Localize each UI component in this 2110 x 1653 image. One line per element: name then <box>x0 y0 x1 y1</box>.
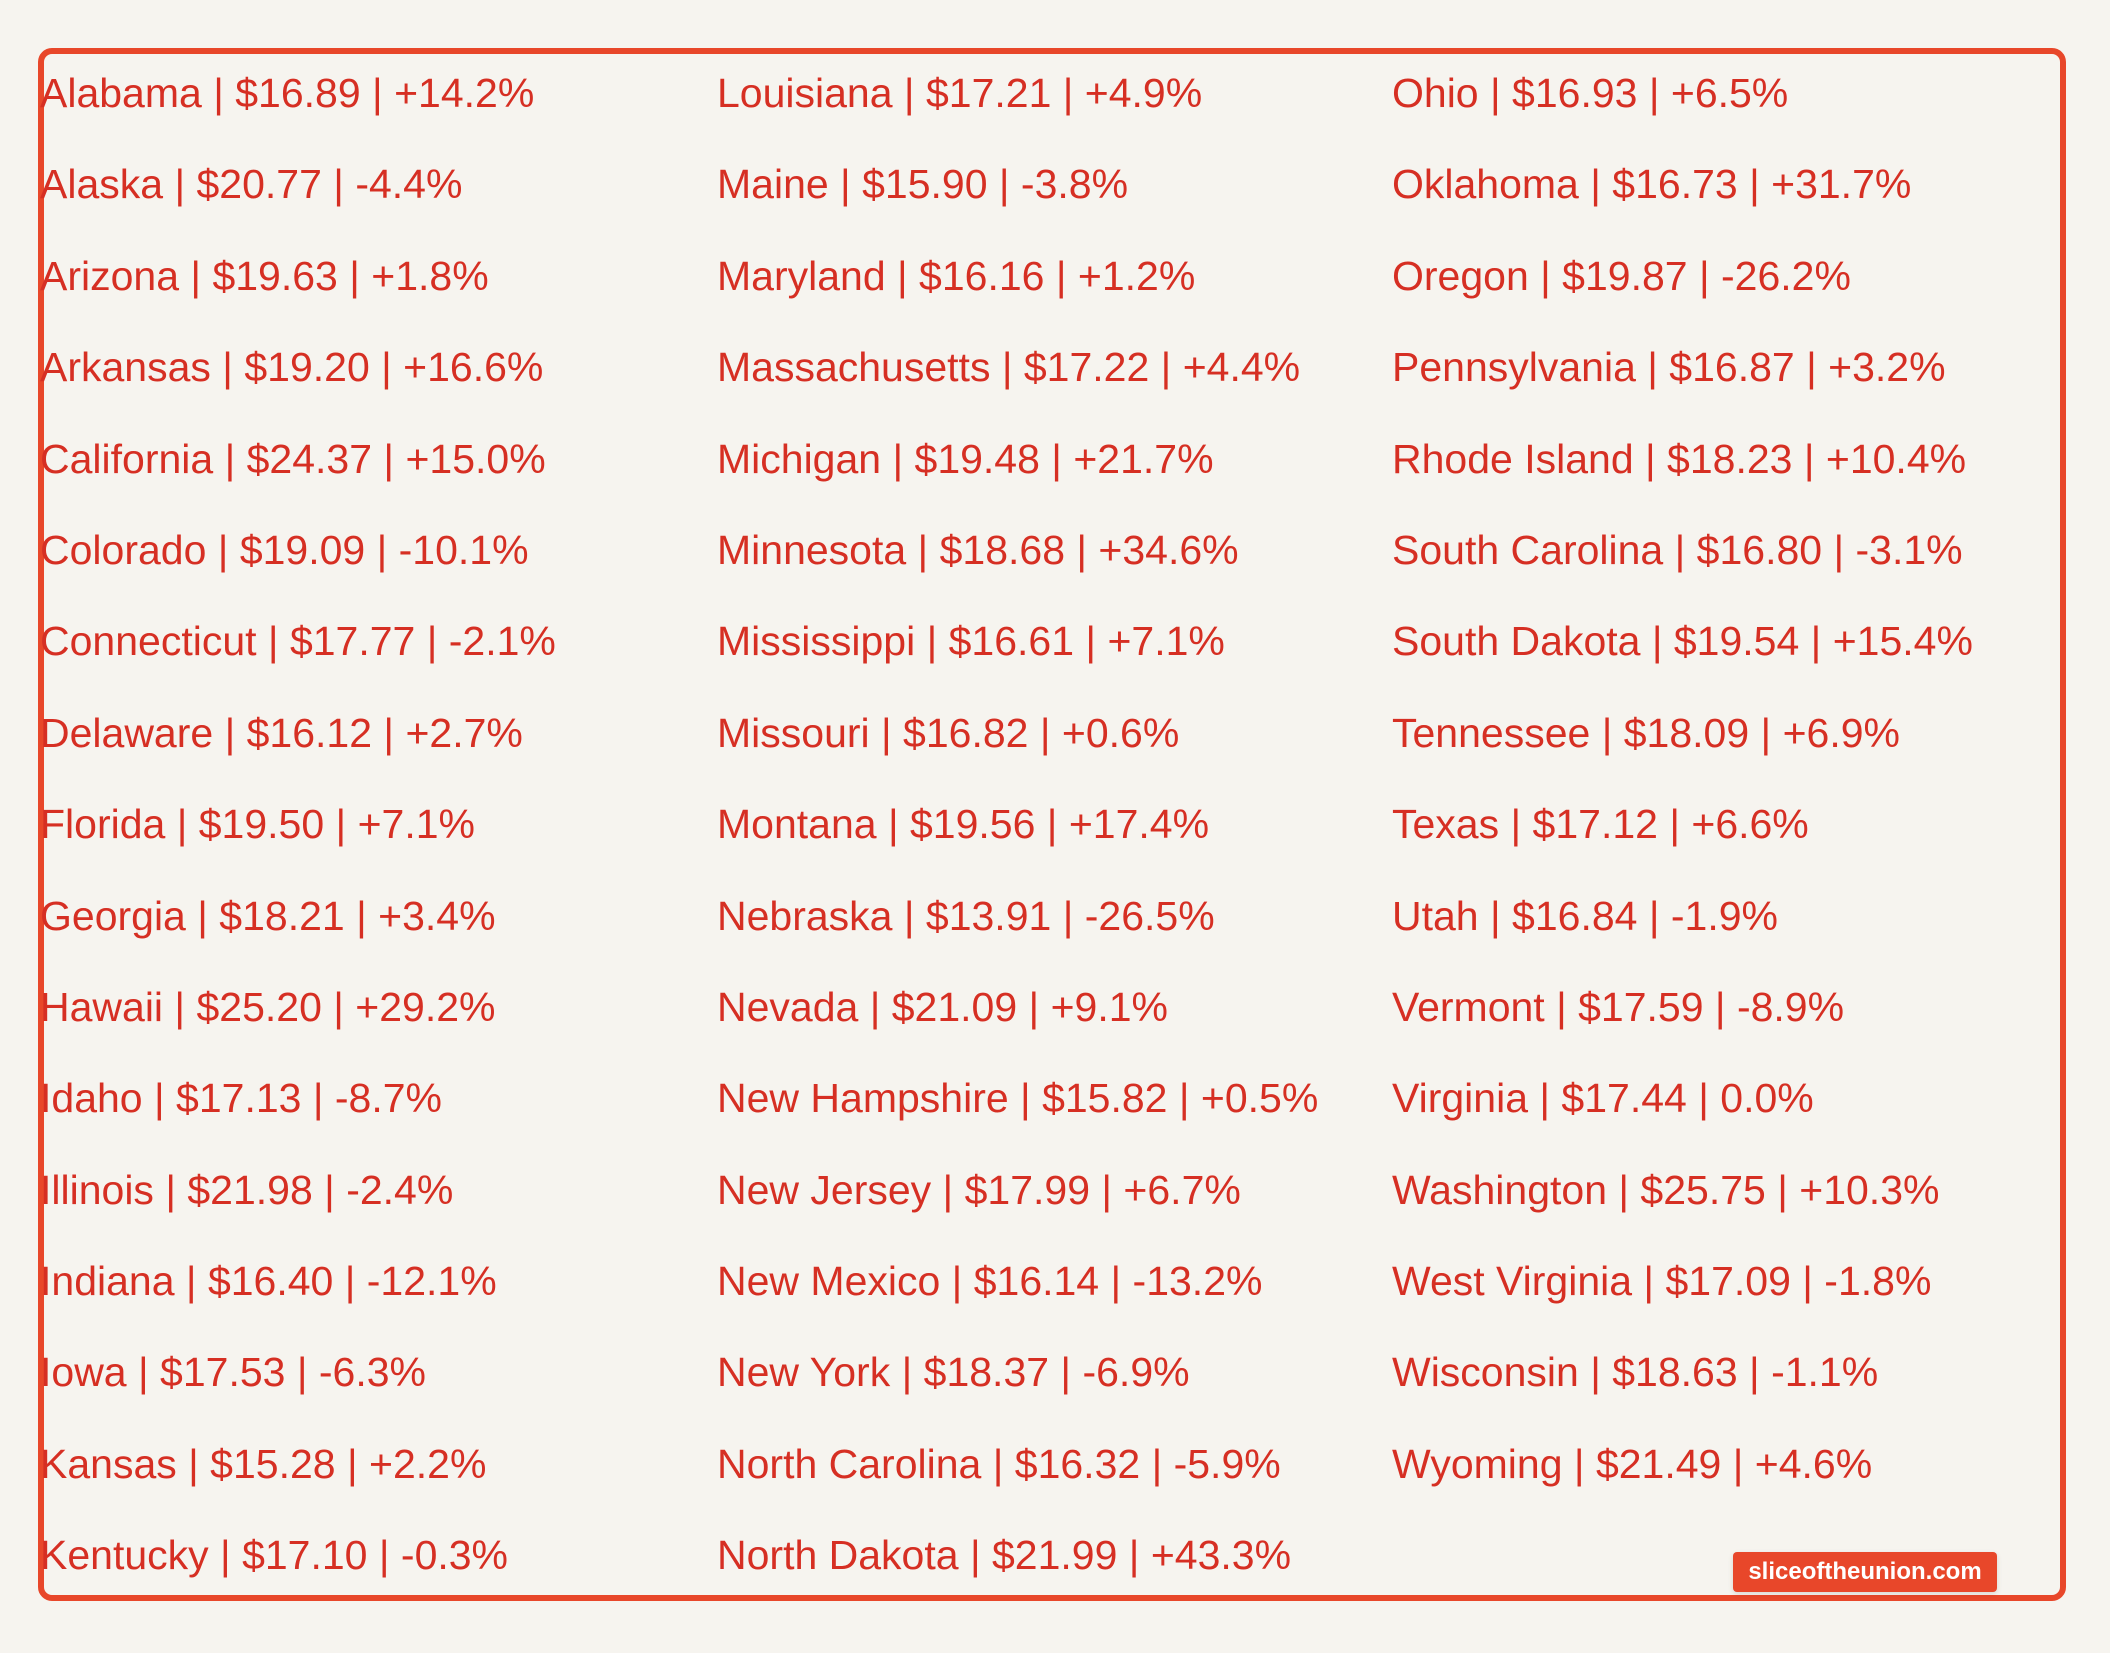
list-item: Vermont | $17.59 | -8.9% <box>1392 983 1845 1030</box>
list-item: Florida | $19.50 | +7.1% <box>40 801 475 848</box>
list-item: Minnesota | $18.68 | +34.6% <box>717 526 1239 573</box>
list-item: Oregon | $19.87 | -26.2% <box>1392 252 1851 299</box>
list-item: Washington | $25.75 | +10.3% <box>1392 1166 1940 1213</box>
list-item: Rhode Island | $18.23 | +10.4% <box>1392 435 1967 482</box>
list-item: Wyoming | $21.49 | +4.6% <box>1392 1440 1873 1487</box>
list-item: Illinois | $21.98 | -2.4% <box>40 1166 454 1213</box>
list-item: Virginia | $17.44 | 0.0% <box>1392 1075 1814 1122</box>
list-item: Maine | $15.90 | -3.8% <box>717 161 1129 208</box>
list-item: Ohio | $16.93 | +6.5% <box>1392 70 1789 116</box>
list-item: Louisiana | $17.21 | +4.9% <box>717 70 1203 116</box>
list-item: Georgia | $18.21 | +3.4% <box>40 892 496 939</box>
list-item: Alaska | $20.77 | -4.4% <box>40 161 463 208</box>
list-item: Mississippi | $16.61 | +7.1% <box>717 618 1225 665</box>
list-item: Missouri | $16.82 | +0.6% <box>717 709 1180 756</box>
list-item: Arizona | $19.63 | +1.8% <box>40 252 489 299</box>
list-item: Idaho | $17.13 | -8.7% <box>40 1075 442 1122</box>
column-3: Ohio | $16.93 | +6.5% Oklahoma | $16.73 |… <box>1392 48 2052 1510</box>
list-item: New Mexico | $16.14 | -13.2% <box>717 1258 1263 1305</box>
list-item: South Dakota | $19.54 | +15.4% <box>1392 618 1973 665</box>
list-item: Alabama | $16.89 | +14.2% <box>40 70 535 116</box>
list-item: North Carolina | $16.32 | -5.9% <box>717 1440 1281 1487</box>
list-item: Nebraska | $13.91 | -26.5% <box>717 892 1215 939</box>
list-item: Nevada | $21.09 | +9.1% <box>717 983 1168 1030</box>
column-1: Alabama | $16.89 | +14.2% Alaska | $20.77… <box>40 48 700 1602</box>
list-item: Michigan | $19.48 | +21.7% <box>717 435 1214 482</box>
list-item: North Dakota | $21.99 | +43.3% <box>717 1532 1292 1579</box>
list-item: Hawaii | $25.20 | +29.2% <box>40 983 496 1030</box>
column-2: Louisiana | $17.21 | +4.9% Maine | $15.90… <box>717 48 1377 1602</box>
list-item: Delaware | $16.12 | +2.7% <box>40 709 523 756</box>
list-item: Massachusetts | $17.22 | +4.4% <box>717 344 1301 391</box>
list-item: Iowa | $17.53 | -6.3% <box>40 1349 426 1396</box>
list-item: Texas | $17.12 | +6.6% <box>1392 801 1809 848</box>
list-item: Maryland | $16.16 | +1.2% <box>717 252 1196 299</box>
list-item: Kansas | $15.28 | +2.2% <box>40 1440 487 1487</box>
list-item: Tennessee | $18.09 | +6.9% <box>1392 709 1900 756</box>
list-item: New Jersey | $17.99 | +6.7% <box>717 1166 1241 1213</box>
list-item: Oklahoma | $16.73 | +31.7% <box>1392 161 1912 208</box>
list-item: South Carolina | $16.80 | -3.1% <box>1392 526 1963 573</box>
list-item: Wisconsin | $18.63 | -1.1% <box>1392 1349 1879 1396</box>
list-item: Kentucky | $17.10 | -0.3% <box>40 1532 509 1579</box>
list-item: Arkansas | $19.20 | +16.6% <box>40 344 544 391</box>
list-item: Pennsylvania | $16.87 | +3.2% <box>1392 344 1946 391</box>
list-item: New York | $18.37 | -6.9% <box>717 1349 1190 1396</box>
list-item: Montana | $19.56 | +17.4% <box>717 801 1210 848</box>
watermark-badge: sliceoftheunion.com <box>1733 1552 1997 1592</box>
list-item: Colorado | $19.09 | -10.1% <box>40 526 529 573</box>
list-item: New Hampshire | $15.82 | +0.5% <box>717 1075 1319 1122</box>
list-item: California | $24.37 | +15.0% <box>40 435 546 482</box>
list-item: Indiana | $16.40 | -12.1% <box>40 1258 497 1305</box>
list-item: Connecticut | $17.77 | -2.1% <box>40 618 556 665</box>
list-item: West Virginia | $17.09 | -1.8% <box>1392 1258 1932 1305</box>
table-frame <box>38 48 2066 1601</box>
list-item: Utah | $16.84 | -1.9% <box>1392 892 1778 939</box>
